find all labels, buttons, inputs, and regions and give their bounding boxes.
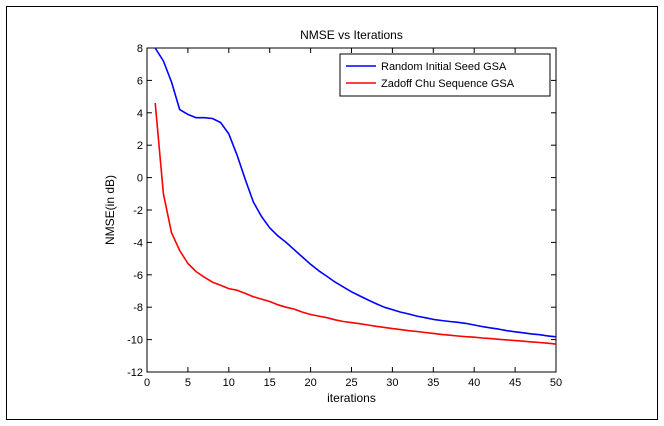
x-tick-label: 10 xyxy=(223,377,235,389)
x-tick-label: 40 xyxy=(468,377,480,389)
x-tick-label: 45 xyxy=(509,377,521,389)
legend: Random Initial Seed GSA Zadoff Chu Sequen… xyxy=(339,53,551,97)
y-tick-label: -2 xyxy=(133,205,143,217)
y-tick-label: 6 xyxy=(137,75,143,87)
chart-title: NMSE vs Iterations xyxy=(300,28,403,42)
x-tick-label: 0 xyxy=(144,377,150,389)
y-tick-label: -6 xyxy=(133,270,143,282)
nmse-line-chart: NMSE vs Iterations 0 5 10 15 20 25 30 35 40 45 50-… xyxy=(103,28,562,405)
x-tick-label: 5 xyxy=(185,377,191,389)
legend-box xyxy=(339,53,551,97)
series-line-2 xyxy=(154,103,557,345)
axis-ticks: 0 5 10 15 20 25 30 35 40 45 50 -12 -10 -8 -6 -4 -2 0 2 4 6 8 xyxy=(127,43,562,389)
x-tick-label: 35 xyxy=(427,377,439,389)
y-tick-label: 0 xyxy=(137,173,143,185)
y-tick-label: -12 xyxy=(127,367,143,379)
legend-label: Random Initial Seed GSA xyxy=(381,61,507,73)
y-tick-label: -4 xyxy=(133,237,143,249)
x-axis-label: iterations xyxy=(327,391,376,405)
x-tick-label: 20 xyxy=(304,377,316,389)
y-tick-label: 2 xyxy=(137,140,143,152)
x-tick-label: 30 xyxy=(386,377,398,389)
y-tick-label: -8 xyxy=(133,302,143,314)
y-tick-label: 4 xyxy=(137,108,143,120)
series-lines xyxy=(154,47,557,345)
y-tick-label: 8 xyxy=(137,43,143,55)
series-line-1 xyxy=(154,47,557,338)
y-axis-label: NMSE(in dB) xyxy=(103,175,117,245)
y-tick-label: -10 xyxy=(127,335,143,347)
x-tick-label: 25 xyxy=(345,377,357,389)
figure-frame: NMSE vs Iterations 0 5 10 15 20 25 30 35 40 45 50-… xyxy=(6,6,658,420)
x-tick-label: 50 xyxy=(550,377,562,389)
legend-label: Zadoff Chu Sequence GSA xyxy=(381,78,515,90)
x-tick-label: 15 xyxy=(264,377,276,389)
